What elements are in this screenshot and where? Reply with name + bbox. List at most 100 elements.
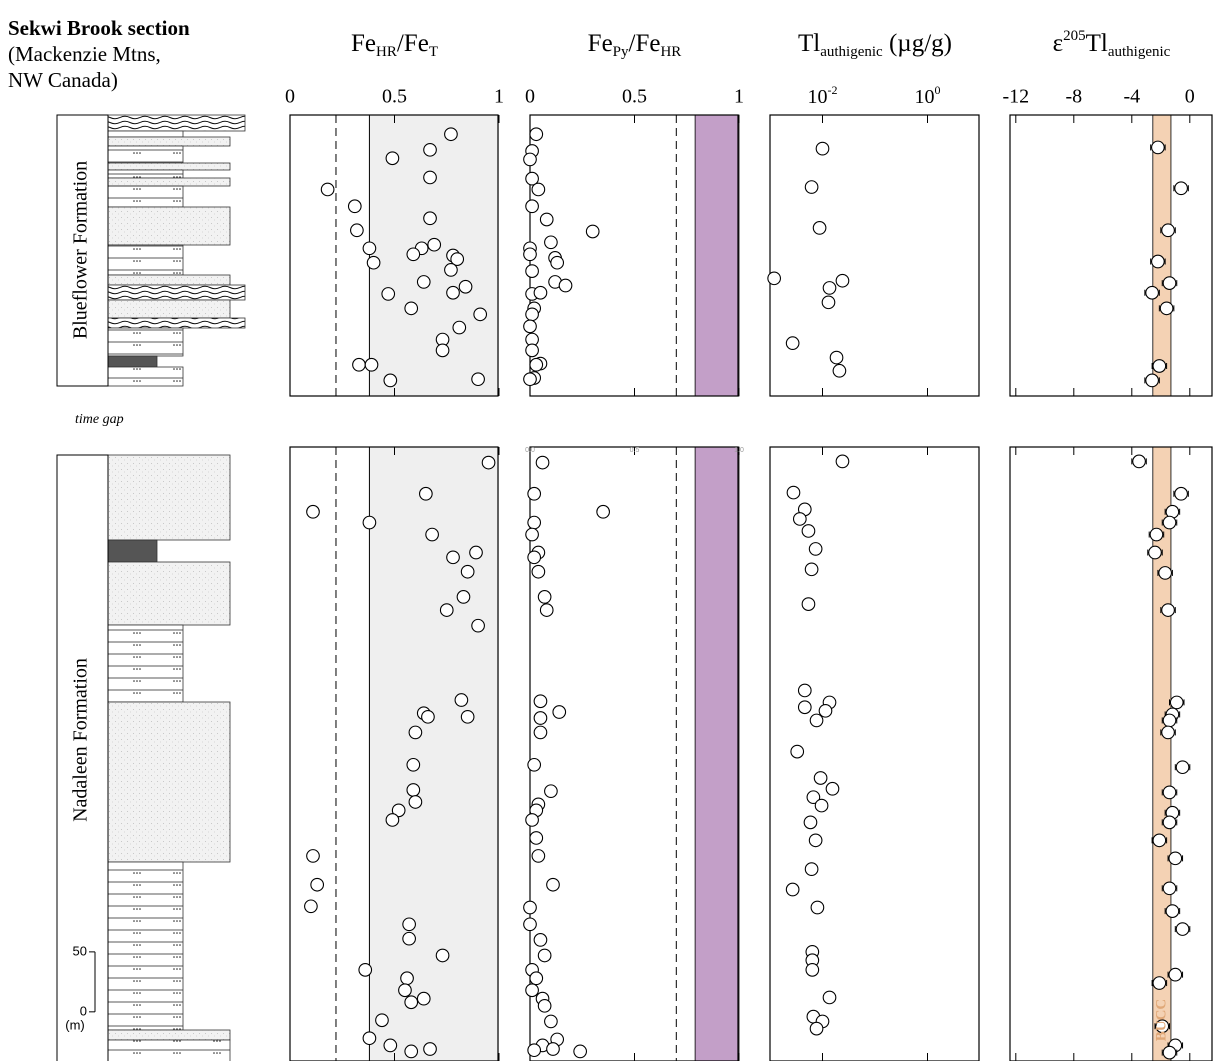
data-point [524, 153, 537, 166]
tick-exponent: -2 [828, 83, 838, 97]
data-point [819, 705, 832, 718]
panel-title: Tlauthigenic (µg/g) [798, 30, 952, 61]
data-point [447, 551, 460, 564]
lithology-bed [108, 455, 230, 540]
data-point [407, 784, 420, 797]
data-point [407, 248, 420, 261]
data-point [1163, 816, 1176, 829]
x-tick-label: 0.5 [622, 86, 647, 108]
data-point [551, 256, 564, 269]
data-point [528, 1044, 541, 1057]
data-point [436, 344, 449, 357]
title-part: ε [1053, 30, 1064, 57]
x-tick-label: -12 [1002, 86, 1029, 108]
data-point [459, 280, 472, 293]
data-point [407, 758, 420, 771]
lithology-bed [108, 207, 230, 245]
data-point [545, 236, 558, 249]
data-point [553, 706, 566, 719]
data-point [813, 222, 826, 235]
data-point [528, 516, 541, 529]
data-point [307, 850, 320, 863]
data-point [1166, 905, 1179, 918]
lithology-bed [108, 178, 230, 186]
data-point [470, 546, 483, 559]
data-point [1163, 516, 1176, 529]
x-tick-label: 1 [494, 86, 504, 108]
data-point [538, 1000, 551, 1013]
data-point [363, 242, 376, 255]
title-part: /Fe [629, 30, 661, 57]
data-point [422, 711, 435, 724]
lithology-bed [108, 285, 245, 300]
data-point [526, 528, 539, 541]
data-point [534, 934, 547, 947]
data-point [823, 991, 836, 1004]
data-point [1163, 786, 1176, 799]
x-tick-label: 0 [285, 86, 295, 108]
title-part: Fe [588, 30, 613, 57]
data-point [526, 814, 539, 827]
panel-title: FePy/FeHR [588, 30, 682, 61]
data-point [524, 373, 537, 386]
data-point [524, 918, 537, 931]
data-point [814, 772, 827, 785]
data-point [428, 238, 441, 251]
data-point [307, 505, 320, 518]
data-point [805, 181, 818, 194]
lithology-bed [108, 625, 183, 702]
data-point [403, 932, 416, 945]
data-point [474, 308, 487, 321]
scale-unit: (m) [65, 1017, 85, 1032]
data-point [811, 901, 824, 914]
data-point [532, 565, 545, 578]
data-point [524, 320, 537, 333]
data-point [321, 183, 334, 196]
data-point [823, 282, 836, 295]
panel-frame [1010, 115, 1212, 396]
data-point [528, 758, 541, 771]
reference-band [695, 447, 739, 1061]
lithology-bed [108, 1040, 230, 1061]
data-point [794, 513, 807, 526]
data-point [524, 248, 537, 261]
title-part: 205 [1063, 28, 1086, 44]
title-part: Fe [351, 30, 376, 57]
x-tick-label: -4 [1123, 86, 1140, 108]
data-point [424, 1043, 437, 1056]
data-point [822, 296, 835, 309]
data-point [1159, 567, 1172, 580]
data-point [805, 563, 818, 576]
lithology-bed [108, 115, 245, 131]
data-point [530, 832, 543, 845]
data-point [436, 949, 449, 962]
data-point [810, 714, 823, 727]
lithology-bed [108, 163, 230, 170]
data-point [384, 374, 397, 387]
data-point [1150, 528, 1163, 541]
data-point [1152, 141, 1165, 154]
data-point [409, 796, 422, 809]
scale-label: 50 [73, 943, 87, 958]
title-part: Py [613, 44, 629, 60]
data-point [530, 972, 543, 985]
data-point [405, 302, 418, 315]
lithology-bed [108, 131, 183, 137]
data-point [311, 878, 324, 891]
title-part: authigenic [820, 44, 883, 60]
lithology-bed [108, 245, 183, 275]
data-point [384, 1039, 397, 1052]
data-point [1175, 182, 1188, 195]
panel-frame [770, 115, 979, 396]
data-point [386, 152, 399, 165]
reference-band [695, 115, 739, 396]
data-point [836, 274, 849, 287]
formation-label: Nadaleen Formation [70, 658, 92, 822]
data-point [1146, 286, 1159, 299]
data-point [386, 814, 399, 827]
data-point [836, 455, 849, 468]
title-part: Tl [1086, 30, 1108, 57]
data-point [1153, 360, 1166, 373]
data-point [461, 565, 474, 578]
data-point [538, 949, 551, 962]
